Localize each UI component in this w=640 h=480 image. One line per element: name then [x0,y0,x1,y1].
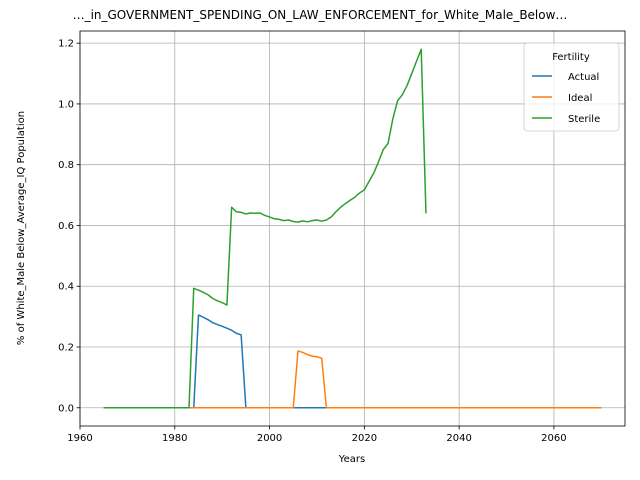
y-tick-label: 0.4 [58,282,74,293]
legend-label-actual: Actual [568,72,599,83]
legend-box [523,42,620,132]
x-axis-label: Years [338,454,365,465]
legend-label-ideal: Ideal [568,93,592,104]
y-axis-label: % of White_Male Below_Average_IQ Populat… [16,111,27,345]
series-line-sterile [103,48,427,409]
x-tick-label: 1980 [162,433,187,444]
x-axis-ticks: 1960 1980 2000 2020 2040 2060 [67,426,567,444]
x-tick-label: 2040 [446,433,471,444]
legend: Fertility Actual Ideal Sterile [523,42,620,132]
y-axis-ticks: 0.0 0.2 0.4 0.6 0.8 1.0 1.2 [58,39,80,414]
y-tick-label: 0.8 [58,160,74,171]
y-tick-label: 0.6 [58,221,74,232]
y-tick-label: 1.0 [58,99,74,110]
legend-title: Fertility [552,52,590,63]
x-tick-label: 2060 [541,433,566,444]
x-tick-label: 2020 [352,433,377,444]
series-line-actual [103,314,602,409]
y-tick-label: 1.2 [58,39,74,50]
x-tick-label: 1960 [67,433,92,444]
y-tick-label: 0.2 [58,343,74,354]
y-tick-label: 0.0 [58,403,74,414]
x-tick-label: 2000 [257,433,282,444]
plot-area [79,30,626,427]
series-lines [103,48,602,409]
chart-title: …_in_GOVERNMENT_SPENDING_ON_LAW_ENFORCEM… [73,8,568,22]
legend-label-sterile: Sterile [568,114,600,125]
series-line-ideal [103,350,602,409]
